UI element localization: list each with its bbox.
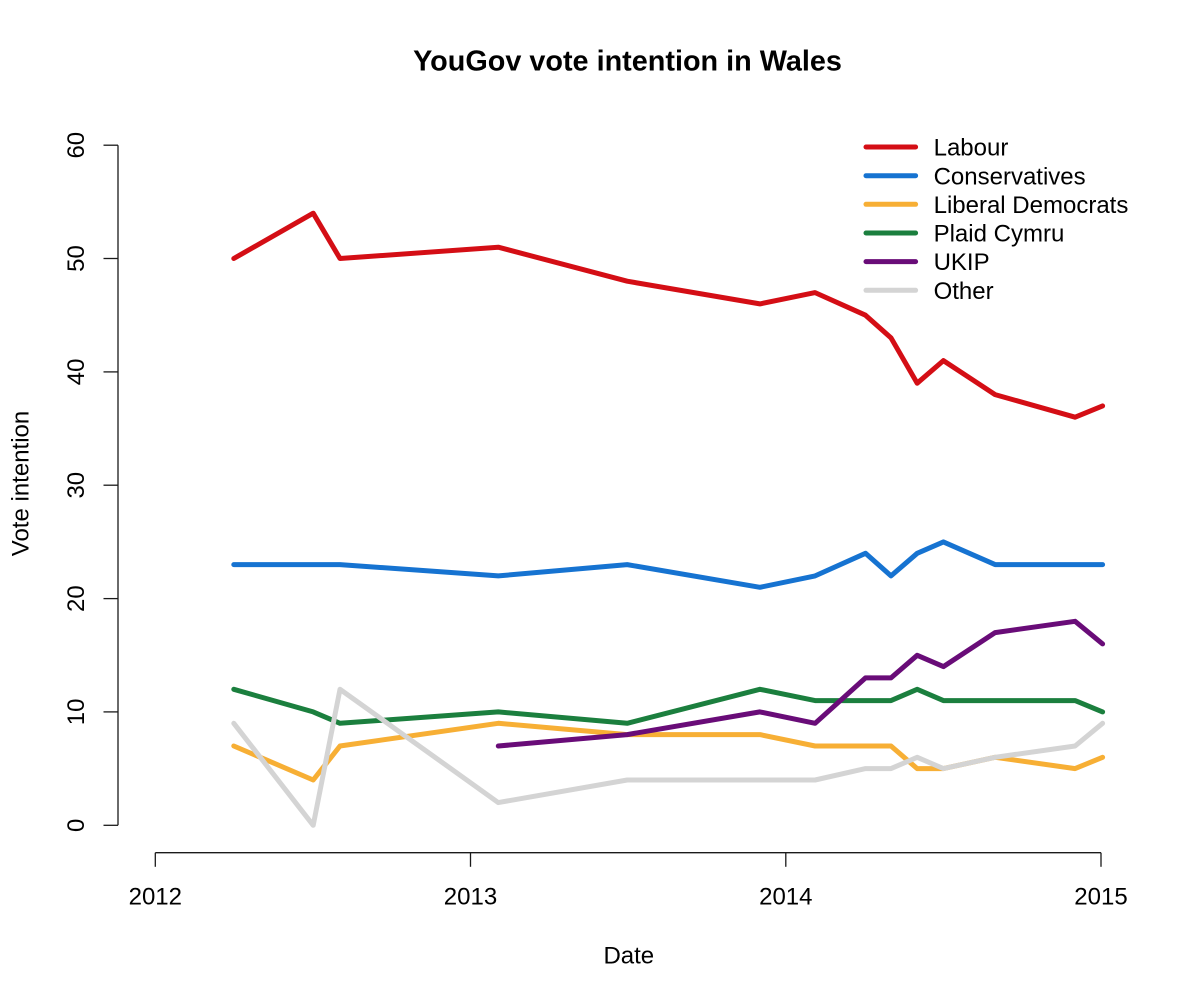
svg-text:2013: 2013 xyxy=(444,884,497,911)
svg-text:Labour: Labour xyxy=(934,135,1009,162)
svg-text:Vote intention: Vote intention xyxy=(8,411,35,556)
svg-text:40: 40 xyxy=(63,359,90,386)
svg-text:2012: 2012 xyxy=(129,884,182,911)
svg-text:2015: 2015 xyxy=(1074,884,1127,911)
svg-text:20: 20 xyxy=(63,585,90,612)
svg-text:Liberal Democrats: Liberal Democrats xyxy=(934,192,1129,219)
svg-text:10: 10 xyxy=(63,699,90,726)
svg-text:Plaid Cymru: Plaid Cymru xyxy=(934,221,1065,248)
svg-text:UKIP: UKIP xyxy=(934,249,990,276)
svg-text:YouGov vote intention in Wales: YouGov vote intention in Wales xyxy=(413,46,842,78)
svg-text:2014: 2014 xyxy=(759,884,812,911)
svg-text:60: 60 xyxy=(63,132,90,159)
svg-text:Conservatives: Conservatives xyxy=(934,163,1086,190)
svg-text:0: 0 xyxy=(63,819,90,832)
svg-text:Other: Other xyxy=(934,278,994,305)
svg-text:30: 30 xyxy=(63,472,90,499)
svg-text:50: 50 xyxy=(63,245,90,272)
svg-text:Date: Date xyxy=(603,942,654,969)
